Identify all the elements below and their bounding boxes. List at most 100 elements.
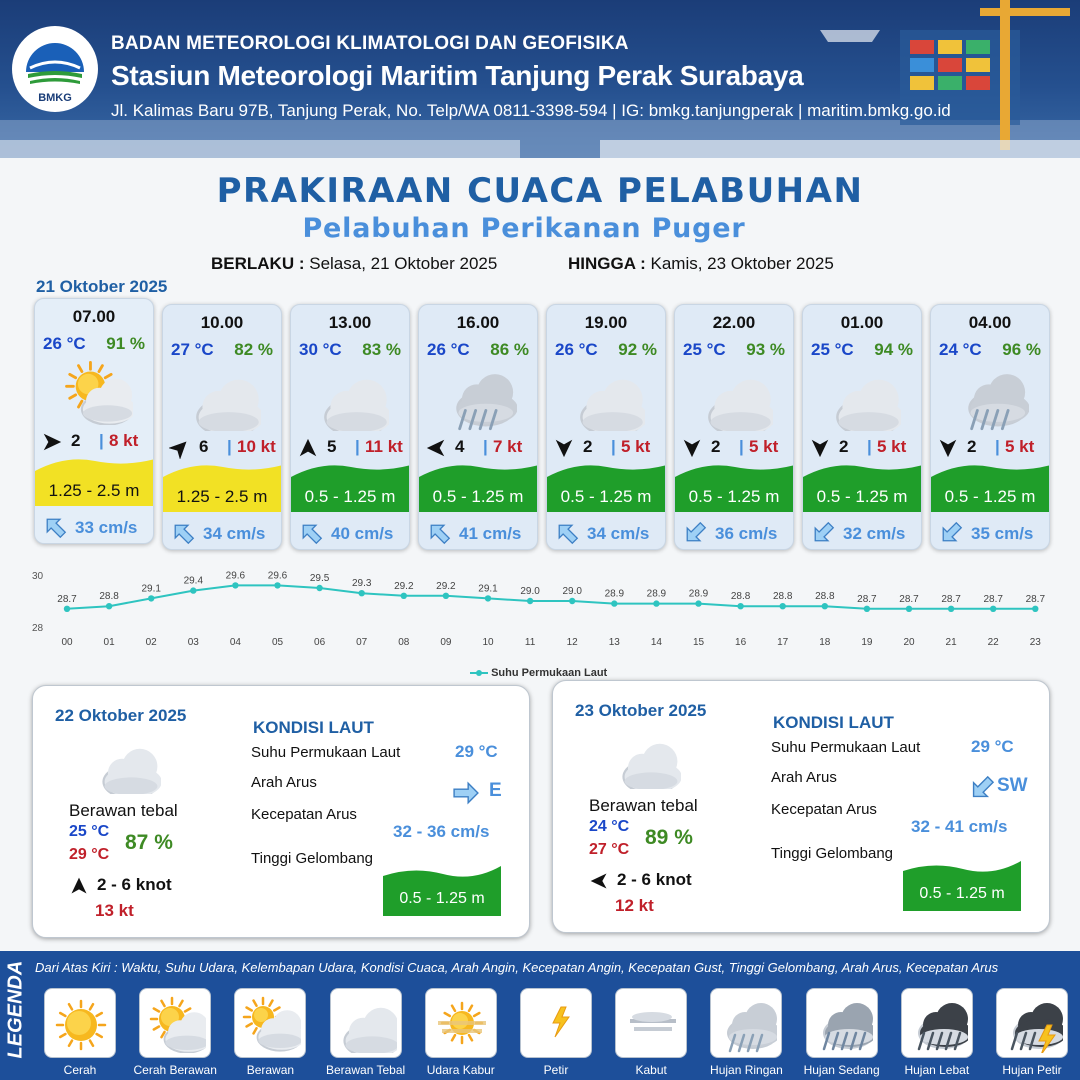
- x-tick-label: 07: [356, 637, 368, 648]
- wind-speed: 6: [199, 437, 209, 456]
- forecast-time: 04.00: [968, 313, 1012, 332]
- sst-point: [148, 595, 155, 602]
- gust-speed: 5 kt: [877, 437, 907, 456]
- wind-speed: 2: [967, 437, 977, 456]
- daily-temp-max: 29 °C: [69, 846, 110, 863]
- wind-direction-icon: [809, 437, 831, 459]
- forecast-wind: 4 | 7 kt: [425, 435, 535, 459]
- wind-direction-icon: [937, 437, 959, 459]
- forecast-temperature: 30 °C: [299, 340, 342, 359]
- sst-point: [737, 603, 744, 610]
- sst-data-label: 29.1: [478, 583, 498, 594]
- sst-data-label: 29.2: [436, 581, 456, 592]
- hujan-lebat-icon: [917, 1003, 968, 1051]
- x-tick-label: 03: [188, 637, 200, 648]
- x-tick-label: 08: [398, 637, 410, 648]
- x-tick-label: 13: [609, 637, 621, 648]
- forecast-current: 36 cm/s: [675, 513, 793, 549]
- legend-item-label: Hujan Sedang: [803, 1063, 880, 1077]
- forecast-time: 01.00: [840, 313, 884, 332]
- forecast-time: 10.00: [200, 313, 244, 332]
- sst-point: [569, 597, 576, 605]
- sst-data-label: 28.7: [1026, 594, 1046, 605]
- current-speed-label: Kecepatan Arus: [251, 806, 357, 823]
- berawan-tebal-icon: [708, 379, 773, 431]
- sst-data-label: 29.0: [562, 586, 582, 597]
- sst-data-label: 29.6: [226, 570, 246, 581]
- wave-height: 0.5 - 1.25 m: [944, 487, 1036, 506]
- sst-data-label: 28.9: [689, 589, 709, 600]
- sst-point: [863, 605, 871, 612]
- sst-data-label: 29.4: [184, 576, 204, 587]
- sst-data-label: 28.9: [647, 589, 667, 600]
- sst-point: [779, 603, 786, 610]
- gust-speed: 5 kt: [749, 437, 779, 456]
- sst-point: [274, 582, 281, 589]
- daily-temp-max: 27 °C: [589, 841, 630, 858]
- forecast-temperature: 25 °C: [683, 340, 726, 359]
- cerah-berawan-icon: [65, 360, 133, 425]
- forecast-time: 22.00: [712, 313, 756, 332]
- gust-speed: 5 kt: [1005, 437, 1035, 456]
- x-tick-label: 16: [735, 637, 747, 648]
- sst-point: [695, 600, 702, 607]
- sea-condition-title: KONDISI LAUT: [773, 713, 894, 732]
- forecast-temperature: 26 °C: [555, 340, 598, 359]
- sst-value: 29 °C: [971, 737, 1014, 756]
- legend-item-label: Hujan Petir: [1002, 1063, 1062, 1077]
- current-speed: 41 cm/s: [459, 524, 522, 543]
- sst-data-label: 29.3: [352, 578, 372, 589]
- wave-shape: [547, 465, 665, 512]
- station-address: Jl. Kalimas Baru 97B, Tanjung Perak, No.…: [111, 101, 951, 120]
- wind-separator: |: [739, 437, 744, 456]
- sst-point: [905, 605, 913, 612]
- forecast-card: 04.00 24 °C 96 % 2 | 5 kt 0.5 - 1.25 m 3…: [930, 304, 1050, 550]
- forecast-wind: 2 | 8 kt: [41, 429, 151, 453]
- sst-point: [526, 597, 534, 605]
- sst-point: [611, 600, 618, 607]
- hujan-petir-icon: [1010, 1003, 1063, 1053]
- sst-point: [63, 605, 71, 612]
- sst-data-label: 29.5: [310, 573, 330, 584]
- current-speed: 34 cm/s: [587, 524, 650, 543]
- forecast-card: 01.00 25 °C 94 % 2 | 5 kt 0.5 - 1.25 m 3…: [802, 304, 922, 550]
- wind-separator: |: [99, 431, 104, 450]
- daily-humidity: 87 %: [125, 831, 173, 854]
- cerah-icon: [55, 999, 107, 1051]
- sst-data-label: 28.8: [773, 591, 793, 602]
- daily-temp-min: 25 °C: [69, 823, 110, 840]
- current-direction-icon: [969, 775, 995, 801]
- forecast-current: 35 cm/s: [931, 513, 1049, 549]
- x-tick-label: 18: [819, 637, 831, 648]
- forecast-humidity: 83 %: [362, 340, 401, 359]
- legend-item-label: Hujan Lebat: [904, 1063, 970, 1077]
- y-tick-label: 28: [32, 623, 44, 634]
- sst-data-label: 29.2: [394, 581, 414, 592]
- current-direction-icon: [453, 780, 479, 806]
- sst-point: [442, 592, 450, 599]
- berawan-tebal-icon: [622, 743, 681, 789]
- legend-item: [615, 988, 688, 1058]
- wind-direction-icon: [168, 437, 191, 460]
- sea-condition-title: KONDISI LAUT: [253, 718, 374, 737]
- berawan-tebal-icon: [196, 379, 261, 431]
- daily-humidity: 89 %: [645, 826, 693, 849]
- gust-speed: 8 kt: [109, 431, 139, 450]
- sst-data-label: 28.8: [99, 591, 119, 602]
- x-tick-label: 05: [272, 637, 284, 648]
- kabut-icon: [630, 1012, 677, 1031]
- legend-item: [329, 988, 402, 1058]
- legend-item-label: Cerah: [63, 1063, 97, 1077]
- forecast-current: 34 cm/s: [163, 513, 281, 549]
- wind-direction-icon: [681, 437, 703, 459]
- berawan-tebal-icon: [836, 379, 901, 431]
- forecast-time: 19.00: [584, 313, 628, 332]
- wind-separator: |: [355, 437, 360, 456]
- daily-panel: 22 Oktober 2025 Berawan tebal 25 °C 29 °…: [32, 685, 530, 938]
- forecast-current: 40 cm/s: [291, 513, 409, 549]
- forecast-humidity: 91 %: [106, 334, 145, 353]
- sst-line: [66, 584, 1036, 610]
- daily-wind-range: 2 - 6 knot: [617, 870, 692, 889]
- legend-item: [139, 988, 212, 1058]
- forecast-card: 22.00 25 °C 93 % 2 | 5 kt 0.5 - 1.25 m 3…: [674, 304, 794, 550]
